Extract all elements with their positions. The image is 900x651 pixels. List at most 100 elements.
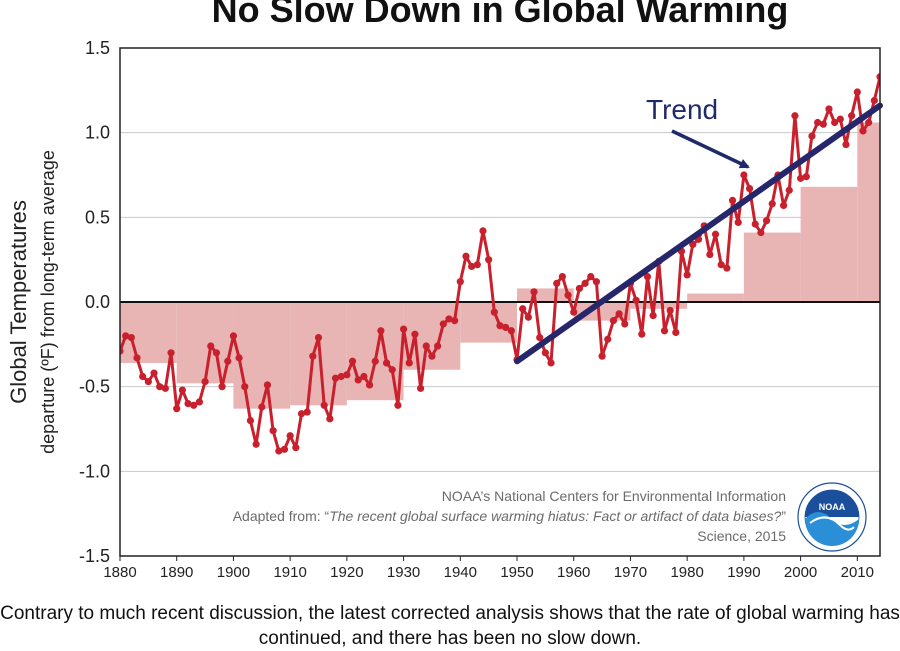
x-tick-label: 1960 <box>557 564 590 581</box>
annual-point <box>173 405 181 413</box>
annual-point <box>343 371 351 379</box>
credit-journal: Science, 2015 <box>697 528 786 544</box>
annual-point <box>120 347 124 355</box>
annual-point <box>706 250 714 259</box>
annual-point <box>592 278 601 286</box>
credit-source: NOAA’s National Centers for Environmenta… <box>442 488 786 504</box>
annual-point <box>825 105 833 113</box>
annual-point <box>553 279 561 287</box>
annual-point <box>808 132 816 140</box>
y-tick-label: -0.5 <box>79 377 110 397</box>
annual-point <box>422 342 430 350</box>
x-tick-label: 1910 <box>273 564 306 581</box>
x-tick-label: 1990 <box>727 564 760 581</box>
annual-point <box>621 320 629 328</box>
annual-point <box>547 359 555 367</box>
x-tick-label: 1920 <box>330 564 363 581</box>
annual-point <box>331 374 340 382</box>
x-tick-label: 2010 <box>841 564 874 581</box>
y-tick-label: 1.0 <box>85 123 110 143</box>
decade-bar <box>630 302 688 309</box>
annual-point <box>853 88 861 96</box>
chart: 1.5 1.0 0.5 0.0 -0.5 -1.0 -1.5 1880 1890 1900 191… <box>6 38 883 581</box>
annual-point <box>337 372 345 381</box>
annual-point <box>167 349 175 357</box>
annual-point <box>745 184 754 193</box>
annual-point <box>224 357 232 365</box>
x-tick-label: 1970 <box>614 564 647 581</box>
annual-point <box>416 384 425 392</box>
credit-paper-title: The recent global surface warming hiatus… <box>329 508 781 524</box>
y-axis-subtitle: departure (ºF) from long-term average <box>38 150 58 454</box>
x-tick-label: 1940 <box>444 564 477 581</box>
annual-point <box>411 330 419 338</box>
annual-point <box>479 227 487 235</box>
annual-point <box>212 349 221 357</box>
annual-point <box>779 201 788 210</box>
trend-annotation-arrow <box>671 129 750 169</box>
credit-adapted-prefix: Adapted from: “ <box>233 508 330 524</box>
annual-point <box>751 220 759 228</box>
credit-adapted-suffix: ” <box>781 508 786 524</box>
decade-bar <box>120 302 177 363</box>
annual-point <box>564 291 572 299</box>
annual-point <box>207 342 215 350</box>
annual-point <box>303 408 311 416</box>
annual-point <box>485 256 493 264</box>
annual-point <box>876 73 880 81</box>
x-tick-label: 2000 <box>784 564 817 581</box>
annual-point <box>796 174 805 182</box>
annual-point <box>365 381 374 389</box>
annual-point <box>252 440 260 448</box>
annual-point <box>246 416 255 425</box>
annual-point <box>434 342 442 350</box>
annual-point <box>161 384 169 392</box>
annual-point <box>598 352 606 360</box>
annual-point <box>831 118 839 127</box>
y-tick-label: -1.5 <box>79 546 110 566</box>
annual-point <box>133 354 141 362</box>
annual-point <box>320 401 328 409</box>
annual-point <box>156 383 164 391</box>
annual-point <box>541 349 549 357</box>
annual-point <box>717 261 725 269</box>
annual-point <box>660 327 669 335</box>
annual-point <box>689 240 697 249</box>
decadal-bars <box>120 122 880 409</box>
annual-point <box>711 230 720 238</box>
annual-point <box>643 273 652 281</box>
annual-point <box>859 127 867 135</box>
annual-point <box>814 118 822 127</box>
y-tick-label: 0.5 <box>85 207 110 227</box>
annual-point <box>502 323 510 331</box>
annual-point <box>496 322 504 330</box>
y-axis: 1.5 1.0 0.5 0.0 -0.5 -1.0 -1.5 <box>79 38 110 566</box>
x-tick-label: 1880 <box>103 564 136 581</box>
annual-point <box>490 308 498 316</box>
annual-point <box>836 115 844 123</box>
chart-title: No Slow Down in Global Warming <box>211 0 789 30</box>
annual-point <box>405 359 413 367</box>
chart-caption: Contrary to much recent discussion, the … <box>0 603 900 649</box>
decade-bar <box>857 122 880 302</box>
annual-point <box>377 327 385 335</box>
annual-point <box>371 357 379 365</box>
annual-point <box>507 327 515 335</box>
y-tick-label: -1.0 <box>79 461 110 481</box>
annual-point <box>309 352 317 360</box>
annual-point <box>575 284 584 293</box>
x-tick-label: 1890 <box>160 564 193 581</box>
annual-point <box>768 200 776 208</box>
annual-series <box>120 73 880 455</box>
annual-point <box>269 427 277 435</box>
annual-point <box>354 376 362 384</box>
annual-point <box>570 308 578 316</box>
annual-point <box>184 400 192 408</box>
decade-bar <box>800 186 858 302</box>
annual-point <box>258 403 266 411</box>
annual-point <box>201 377 209 386</box>
annual-point <box>178 386 186 394</box>
annual-point <box>263 381 272 389</box>
y-tick-label: 0.0 <box>85 292 110 312</box>
annual-point <box>757 228 765 237</box>
